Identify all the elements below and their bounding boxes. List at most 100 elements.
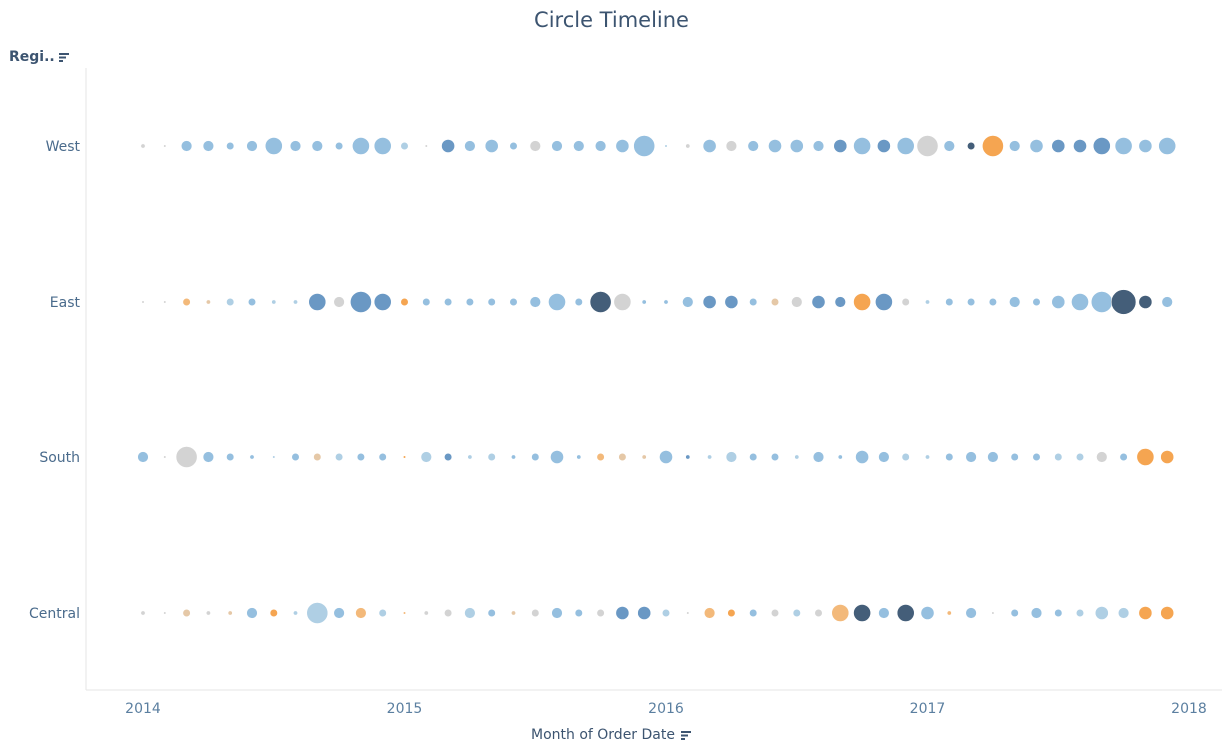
data-point[interactable] bbox=[292, 299, 298, 305]
data-point[interactable] bbox=[423, 610, 429, 616]
data-point[interactable] bbox=[613, 293, 632, 311]
data-point[interactable] bbox=[1094, 606, 1109, 620]
data-point[interactable] bbox=[943, 140, 955, 152]
data-point[interactable] bbox=[724, 295, 739, 309]
data-point[interactable] bbox=[594, 140, 607, 152]
data-point[interactable] bbox=[641, 299, 647, 305]
data-point[interactable] bbox=[789, 139, 804, 153]
data-point[interactable] bbox=[1032, 297, 1041, 307]
data-point[interactable] bbox=[510, 610, 516, 616]
data-point[interactable] bbox=[747, 140, 759, 152]
data-point[interactable] bbox=[834, 296, 846, 308]
data-point[interactable] bbox=[833, 139, 848, 153]
data-point[interactable] bbox=[1032, 452, 1041, 462]
data-point[interactable] bbox=[202, 451, 215, 463]
data-point[interactable] bbox=[596, 608, 605, 618]
data-point[interactable] bbox=[725, 140, 738, 152]
data-point[interactable] bbox=[589, 291, 612, 313]
data-point[interactable] bbox=[1010, 452, 1019, 462]
data-point[interactable] bbox=[289, 140, 302, 152]
data-point[interactable] bbox=[205, 299, 211, 305]
data-point[interactable] bbox=[615, 606, 630, 620]
data-point[interactable] bbox=[509, 297, 518, 307]
data-point[interactable] bbox=[464, 607, 476, 619]
data-point[interactable] bbox=[615, 139, 630, 153]
data-point[interactable] bbox=[333, 296, 345, 308]
data-point[interactable] bbox=[1010, 608, 1019, 618]
data-point[interactable] bbox=[163, 611, 167, 615]
data-point[interactable] bbox=[982, 135, 1004, 157]
data-point[interactable] bbox=[402, 455, 407, 459]
data-point[interactable] bbox=[661, 608, 671, 618]
data-point[interactable] bbox=[916, 135, 939, 157]
data-point[interactable] bbox=[1030, 607, 1043, 619]
data-point[interactable] bbox=[551, 607, 563, 619]
data-point[interactable] bbox=[945, 297, 954, 307]
data-point[interactable] bbox=[837, 454, 843, 460]
data-point[interactable] bbox=[163, 300, 167, 304]
data-point[interactable] bbox=[1119, 452, 1128, 462]
sort-icon[interactable] bbox=[680, 730, 692, 740]
data-point[interactable] bbox=[702, 139, 717, 153]
region-row-header[interactable]: Regi.. bbox=[9, 49, 70, 65]
data-point[interactable] bbox=[509, 141, 518, 151]
data-point[interactable] bbox=[1138, 295, 1153, 309]
data-point[interactable] bbox=[140, 143, 146, 149]
data-point[interactable] bbox=[703, 607, 716, 619]
data-point[interactable] bbox=[768, 139, 782, 153]
data-point[interactable] bbox=[202, 140, 215, 152]
data-point[interactable] bbox=[875, 293, 893, 311]
data-point[interactable] bbox=[791, 296, 803, 308]
data-point[interactable] bbox=[444, 297, 453, 307]
data-point[interactable] bbox=[420, 451, 432, 463]
data-point[interactable] bbox=[1073, 139, 1087, 153]
data-point[interactable] bbox=[794, 454, 800, 460]
data-point[interactable] bbox=[878, 607, 890, 619]
data-point[interactable] bbox=[685, 143, 691, 149]
data-point[interactable] bbox=[901, 452, 910, 462]
data-point[interactable] bbox=[464, 140, 476, 152]
data-point[interactable] bbox=[811, 295, 826, 309]
data-point[interactable] bbox=[226, 452, 235, 462]
data-point[interactable] bbox=[311, 140, 323, 152]
data-point[interactable] bbox=[991, 611, 995, 615]
data-point[interactable] bbox=[641, 454, 647, 460]
data-point[interactable] bbox=[1008, 140, 1021, 152]
data-point[interactable] bbox=[487, 297, 496, 307]
data-point[interactable] bbox=[1158, 137, 1177, 155]
data-point[interactable] bbox=[444, 608, 453, 618]
sort-icon[interactable] bbox=[58, 52, 70, 62]
data-point[interactable] bbox=[226, 141, 235, 151]
data-point[interactable] bbox=[574, 608, 583, 618]
data-point[interactable] bbox=[163, 455, 167, 459]
data-point[interactable] bbox=[685, 454, 691, 460]
data-point[interactable] bbox=[529, 296, 541, 308]
data-point[interactable] bbox=[1051, 139, 1066, 153]
data-point[interactable] bbox=[424, 144, 428, 148]
data-point[interactable] bbox=[335, 452, 344, 462]
data-point[interactable] bbox=[292, 610, 298, 616]
data-point[interactable] bbox=[896, 137, 915, 155]
data-point[interactable] bbox=[373, 137, 392, 155]
data-point[interactable] bbox=[355, 607, 367, 619]
data-point[interactable] bbox=[1090, 291, 1113, 313]
data-point[interactable] bbox=[633, 135, 656, 157]
data-point[interactable] bbox=[896, 604, 915, 622]
data-point[interactable] bbox=[487, 608, 496, 618]
data-point[interactable] bbox=[333, 607, 345, 619]
data-point[interactable] bbox=[945, 452, 954, 462]
data-point[interactable] bbox=[141, 300, 145, 304]
data-point[interactable] bbox=[1075, 608, 1085, 618]
data-point[interactable] bbox=[175, 446, 198, 468]
data-point[interactable] bbox=[682, 296, 694, 308]
data-point[interactable] bbox=[831, 604, 850, 622]
data-point[interactable] bbox=[1138, 139, 1153, 153]
data-point[interactable] bbox=[1054, 608, 1063, 618]
data-point[interactable] bbox=[373, 293, 392, 311]
data-point[interactable] bbox=[349, 291, 372, 313]
data-point[interactable] bbox=[965, 607, 977, 619]
data-point[interactable] bbox=[226, 297, 235, 307]
data-point[interactable] bbox=[180, 140, 193, 152]
data-point[interactable] bbox=[531, 452, 540, 462]
data-point[interactable] bbox=[1008, 296, 1021, 308]
